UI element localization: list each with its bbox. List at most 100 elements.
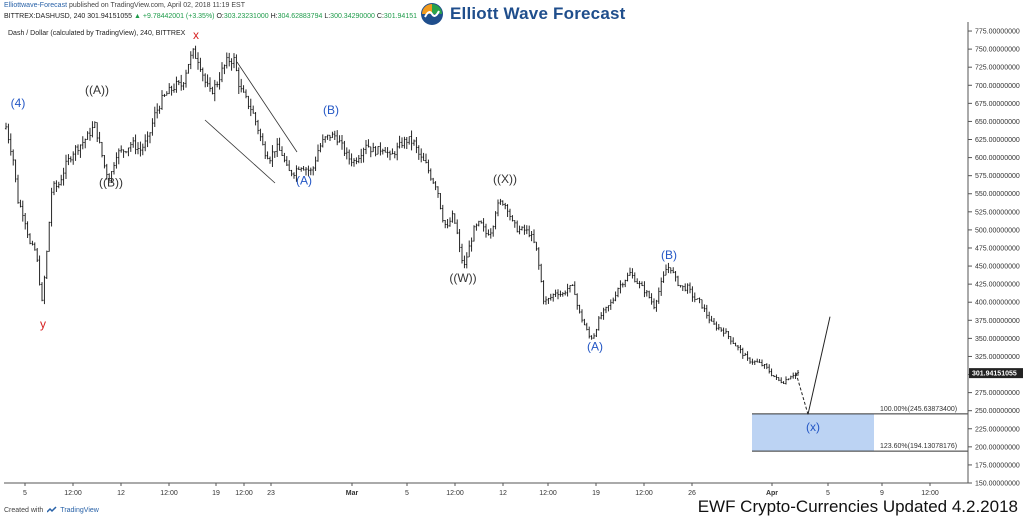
ohlc-open: O:303.23231000 bbox=[216, 13, 268, 20]
ohlc-high: H:304.62883794 bbox=[271, 13, 323, 20]
price-tick-label: 325.00000000 bbox=[975, 354, 1020, 361]
wave-label: (A) bbox=[587, 340, 603, 354]
price-tick-label: 575.00000000 bbox=[975, 173, 1020, 180]
created-with-text: Created with bbox=[4, 506, 44, 514]
projection-solid-line bbox=[807, 316, 831, 415]
price-tick-label: 450.00000000 bbox=[975, 264, 1020, 271]
price-tick-label: 725.00000000 bbox=[975, 65, 1020, 72]
brand-logo: Elliott Wave Forecast bbox=[420, 0, 626, 28]
time-tick-label: 5 bbox=[405, 490, 409, 497]
price-tick-label: 225.00000000 bbox=[975, 426, 1020, 433]
price-tick-label: 250.00000000 bbox=[975, 408, 1020, 415]
ohlc-low-label: L: bbox=[324, 13, 331, 20]
wave-labels-layer: (4) ((A)) ((B)) x y (B) (A) ((X)) ((W)) (B) (A) (x) bbox=[11, 28, 820, 434]
target-lower-label: 123.60%(194.13078176) bbox=[880, 443, 957, 450]
time-tick-label: 23 bbox=[267, 490, 275, 497]
tradingview-link[interactable]: TradingView bbox=[60, 506, 99, 514]
price-axis: 150.00000000 175.00000000 200.00000000 225.… bbox=[967, 22, 1023, 488]
price-tick-label: 150.00000000 bbox=[975, 481, 1020, 488]
ohlc-open-value: 303.23231000 bbox=[223, 13, 269, 20]
time-tick-label: 12:00 bbox=[921, 490, 939, 497]
time-tick-label: 5 bbox=[23, 490, 27, 497]
ohlc-high-label: H: bbox=[270, 13, 278, 20]
ohlc-close: C:301.94151 bbox=[377, 13, 417, 20]
price-tick-label: 675.00000000 bbox=[975, 101, 1020, 108]
drawing-lines-layer bbox=[204, 61, 831, 415]
ohlc-high-value: 304.62883794 bbox=[277, 13, 323, 20]
created-with: Created with TradingView bbox=[4, 506, 99, 514]
brand-name: Elliott Wave Forecast bbox=[450, 4, 626, 23]
wave-label: ((X)) bbox=[493, 172, 517, 186]
time-tick-label: 26 bbox=[688, 490, 696, 497]
wave-label: y bbox=[40, 317, 46, 331]
ohlc-close-label: C: bbox=[376, 13, 384, 20]
time-tick-label: 12:00 bbox=[635, 490, 653, 497]
time-tick-label: 5 bbox=[826, 490, 830, 497]
wave-label: ((W)) bbox=[449, 271, 476, 285]
time-tick-label: 12 bbox=[499, 490, 507, 497]
tradingview-logo-icon bbox=[47, 506, 57, 513]
time-tick-label: 12 bbox=[117, 490, 125, 497]
price-tick-label: 425.00000000 bbox=[975, 282, 1020, 289]
price-tick-label: 500.00000000 bbox=[975, 227, 1020, 234]
time-tick-label: 12:00 bbox=[160, 490, 178, 497]
price-tick-label: 375.00000000 bbox=[975, 318, 1020, 325]
price-tick-label: 350.00000000 bbox=[975, 336, 1020, 343]
price-tick-label: 200.00000000 bbox=[975, 444, 1020, 451]
price-tick-label: 525.00000000 bbox=[975, 209, 1020, 216]
time-tick-label: 12:00 bbox=[235, 490, 253, 497]
price-tick-label: 750.00000000 bbox=[975, 47, 1020, 54]
time-tick-label: 19 bbox=[212, 490, 220, 497]
time-tick-label: 12:00 bbox=[64, 490, 82, 497]
time-tick-label: 12:00 bbox=[446, 490, 464, 497]
price-tick-label: 775.00000000 bbox=[975, 29, 1020, 36]
ohlc-open-label: O: bbox=[216, 13, 224, 20]
last-price-marker bbox=[969, 368, 1023, 379]
price-tick-label: 650.00000000 bbox=[975, 119, 1020, 126]
wave-label: ((B)) bbox=[99, 176, 123, 190]
wave-label: ((A)) bbox=[85, 83, 109, 97]
wave-label: (x) bbox=[806, 420, 820, 434]
wave-label: (B) bbox=[323, 103, 339, 117]
wave-label: x bbox=[193, 28, 199, 42]
wave-label: (B) bbox=[661, 248, 677, 262]
ewf-logo-icon bbox=[421, 3, 443, 25]
target-upper-label: 100.00%(245.63873400) bbox=[880, 406, 957, 413]
ohlc-low: L:300.34290000 bbox=[324, 13, 375, 20]
price-tick-label: 475.00000000 bbox=[975, 245, 1020, 252]
price-change: +9.78442001 (+3.35%) bbox=[142, 13, 215, 20]
price-bars-layer bbox=[4, 45, 800, 385]
wave-label: (A) bbox=[296, 173, 312, 187]
time-tick-label: 12:00 bbox=[539, 490, 557, 497]
symbol-label: BITTREX:DASHUSD, 240 bbox=[4, 13, 86, 20]
price-tick-label: 175.00000000 bbox=[975, 462, 1020, 469]
wave-label: (4) bbox=[11, 96, 26, 110]
target-zone bbox=[752, 413, 874, 452]
last-price: 301.94151055 bbox=[87, 13, 133, 20]
symbol-info: BITTREX:DASHUSD, 240 301.94151055 ▲ +9.7… bbox=[4, 13, 417, 20]
channel-line bbox=[204, 119, 276, 184]
publish-text: published on TradingView.com, April 02, … bbox=[68, 2, 246, 9]
price-tick-label: 625.00000000 bbox=[975, 137, 1020, 144]
price-tick-label: 700.00000000 bbox=[975, 83, 1020, 90]
up-arrow-icon: ▲ bbox=[134, 13, 141, 20]
time-tick-label: 19 bbox=[592, 490, 600, 497]
price-tick-label: 400.00000000 bbox=[975, 300, 1020, 307]
update-caption: EWF Crypto-Currencies Updated 4.2.2018 bbox=[697, 497, 1018, 516]
time-tick-label: Mar bbox=[346, 490, 359, 497]
publish-info: Elliottwave-Forecast published on Tradin… bbox=[4, 2, 245, 9]
ohlc-low-value: 300.34290000 bbox=[330, 13, 375, 20]
price-tick-label: 550.00000000 bbox=[975, 191, 1020, 198]
author-link[interactable]: Elliottwave-Forecast bbox=[4, 2, 68, 9]
chart-title: Dash / Dollar (calculated by TradingView… bbox=[8, 30, 186, 37]
channel-line bbox=[236, 61, 298, 153]
time-tick-label: 9 bbox=[880, 490, 884, 497]
last-price-marker-label: 301.94151055 bbox=[972, 371, 1017, 378]
projection-dashed-line bbox=[795, 372, 809, 415]
target-zone-layer: 100.00%(245.63873400) 123.60%(194.1307817… bbox=[752, 406, 968, 452]
price-tick-label: 600.00000000 bbox=[975, 155, 1020, 162]
price-tick-label: 275.00000000 bbox=[975, 390, 1020, 397]
ohlc-close-value: 301.94151 bbox=[383, 13, 417, 20]
time-tick-label: Apr bbox=[766, 490, 778, 497]
